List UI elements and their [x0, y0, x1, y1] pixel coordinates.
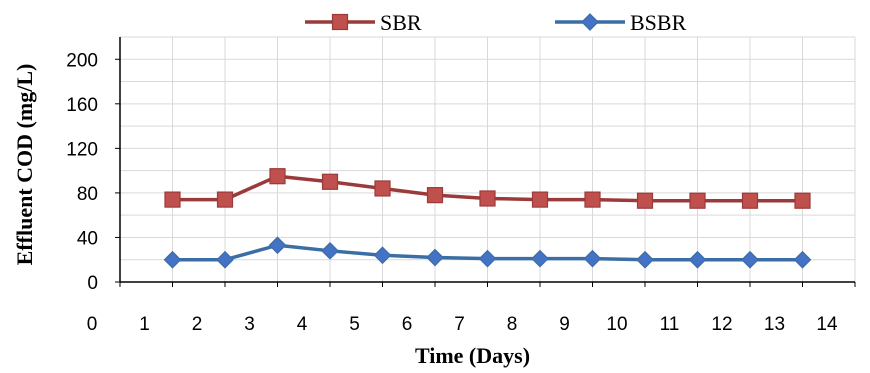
data-point-bsbr: [268, 236, 287, 255]
data-point-sbr: [426, 187, 444, 204]
data-point-sbr: [216, 191, 234, 208]
x-tick-label: 12: [711, 314, 732, 335]
x-tick-label: 13: [764, 314, 785, 335]
axes: [115, 37, 856, 287]
x-tick-label: 9: [559, 314, 570, 335]
legend-label-bsbr: BSBR: [630, 10, 687, 35]
x-tick-label: 2: [192, 314, 203, 335]
series-bsbr: [163, 236, 812, 269]
gridlines: [120, 36, 856, 282]
data-point-sbr: [531, 191, 549, 208]
data-point-sbr: [741, 192, 759, 209]
legend-marker-sbr: [331, 13, 349, 31]
legend-item-bsbr: BSBR: [555, 10, 687, 35]
series-layer: [163, 168, 812, 269]
data-point-sbr: [584, 191, 601, 208]
data-point-bsbr: [583, 249, 602, 268]
data-point-bsbr: [741, 250, 759, 269]
data-point-sbr: [689, 192, 706, 209]
data-point-sbr: [636, 192, 654, 209]
x-tick-label: 3: [244, 314, 255, 335]
x-tick-label: 1: [139, 314, 150, 335]
data-point-bsbr: [478, 249, 497, 268]
data-point-bsbr: [216, 250, 234, 269]
x-tick-label: 4: [297, 314, 308, 335]
y-tick-label: 200: [66, 50, 98, 71]
x-tick-label: 5: [349, 314, 360, 335]
data-point-sbr: [321, 173, 339, 190]
data-point-sbr: [794, 192, 811, 209]
data-point-sbr: [374, 180, 391, 197]
legend: SBR BSBR: [305, 10, 687, 35]
x-tick-label: 8: [507, 314, 518, 335]
x-tick-label: 6: [402, 314, 413, 335]
data-point-bsbr: [426, 248, 444, 267]
y-tick-label: 40: [77, 228, 98, 249]
legend-label-sbr: SBR: [380, 10, 422, 35]
y-tick-label: 120: [66, 139, 98, 160]
y-tick-label: 0: [87, 273, 98, 294]
data-point-bsbr: [531, 249, 549, 268]
data-point-bsbr: [793, 250, 812, 269]
x-tick-label: 11: [660, 314, 680, 335]
data-point-bsbr: [321, 241, 339, 260]
series-sbr: [164, 168, 811, 209]
y-tick-label: 160: [66, 95, 98, 116]
x-tick-label: 10: [606, 314, 627, 335]
data-point-sbr: [479, 190, 496, 207]
x-tick-label: 0: [87, 314, 98, 335]
data-point-sbr: [269, 168, 286, 185]
x-tick-label: 14: [816, 314, 838, 335]
data-point-sbr: [164, 191, 181, 208]
data-point-bsbr: [636, 250, 654, 269]
data-point-bsbr: [373, 246, 392, 265]
y-axis-title: Effluent COD (mg/L): [12, 64, 37, 266]
y-tick-label: 80: [77, 184, 98, 205]
x-axis-title: Time (Days): [415, 343, 530, 368]
x-tick-label: 7: [454, 314, 465, 335]
legend-item-sbr: SBR: [305, 10, 422, 35]
data-point-bsbr: [163, 250, 182, 269]
legend-marker-bsbr: [581, 13, 599, 31]
data-point-bsbr: [688, 250, 707, 269]
